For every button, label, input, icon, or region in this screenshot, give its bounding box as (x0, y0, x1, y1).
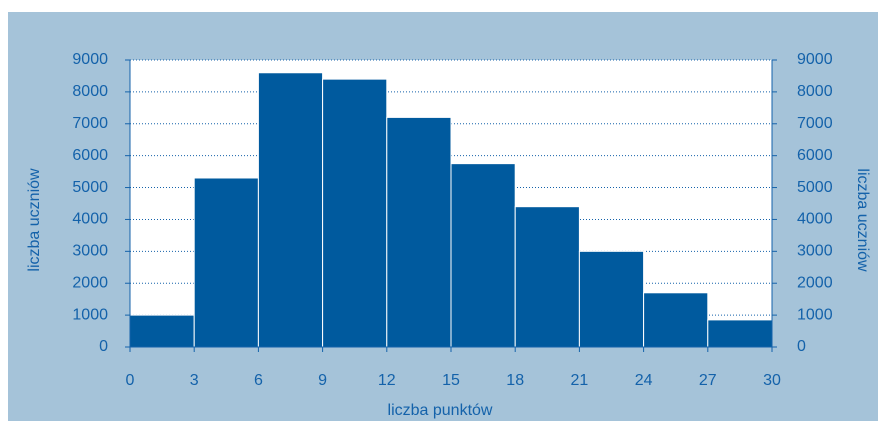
y2-tick-label: 3000 (797, 243, 833, 260)
x-tick-label: 24 (635, 372, 653, 389)
y2-tick-label: 9000 (797, 51, 833, 68)
y-tick-label: 2000 (72, 274, 108, 291)
y2-tick-label: 4000 (797, 211, 833, 228)
x-tick-label: 21 (571, 372, 589, 389)
y-tick-label: 1000 (72, 306, 108, 323)
x-tick-label: 15 (442, 372, 460, 389)
y-tick-label: 3000 (72, 243, 108, 260)
y-tick-label: 7000 (72, 115, 108, 132)
x-tick-label: 3 (190, 372, 199, 389)
y-tick-label: 4000 (72, 211, 108, 228)
y-tick-label: 8000 (72, 83, 108, 100)
bar (129, 314, 195, 348)
x-tick-label: 0 (126, 372, 135, 389)
y-axis-title: liczba uczniów (26, 168, 43, 272)
y2-tick-label: 7000 (797, 115, 833, 132)
x-axis-title: liczba punktów (388, 402, 493, 419)
y2-axis-title: liczba uczniów (854, 168, 871, 272)
bar (193, 177, 259, 348)
y-tick-label: 0 (99, 338, 108, 355)
y2-tick-label: 8000 (797, 83, 833, 100)
x-tick-label: 27 (699, 372, 717, 389)
y-tick-label: 6000 (72, 147, 108, 164)
y2-tick-label: 1000 (797, 306, 833, 323)
y2-tick-label: 5000 (797, 179, 833, 196)
x-tick-label: 18 (506, 372, 524, 389)
y2-tick-label: 6000 (797, 147, 833, 164)
x-tick-label: 30 (763, 372, 781, 389)
y2-tick-label: 0 (797, 338, 806, 355)
y-tick-label: 5000 (72, 179, 108, 196)
y-tick-label: 9000 (72, 51, 108, 68)
bar (450, 163, 516, 348)
bar (707, 319, 773, 348)
x-tick-label: 9 (318, 372, 327, 389)
bar (322, 78, 388, 348)
y2-tick-label: 2000 (797, 274, 833, 291)
bar (643, 292, 709, 348)
bar (386, 116, 452, 348)
x-tick-label: 6 (254, 372, 263, 389)
bar (578, 250, 645, 348)
bar (257, 72, 324, 348)
bar (514, 206, 580, 348)
x-tick-label: 12 (378, 372, 396, 389)
